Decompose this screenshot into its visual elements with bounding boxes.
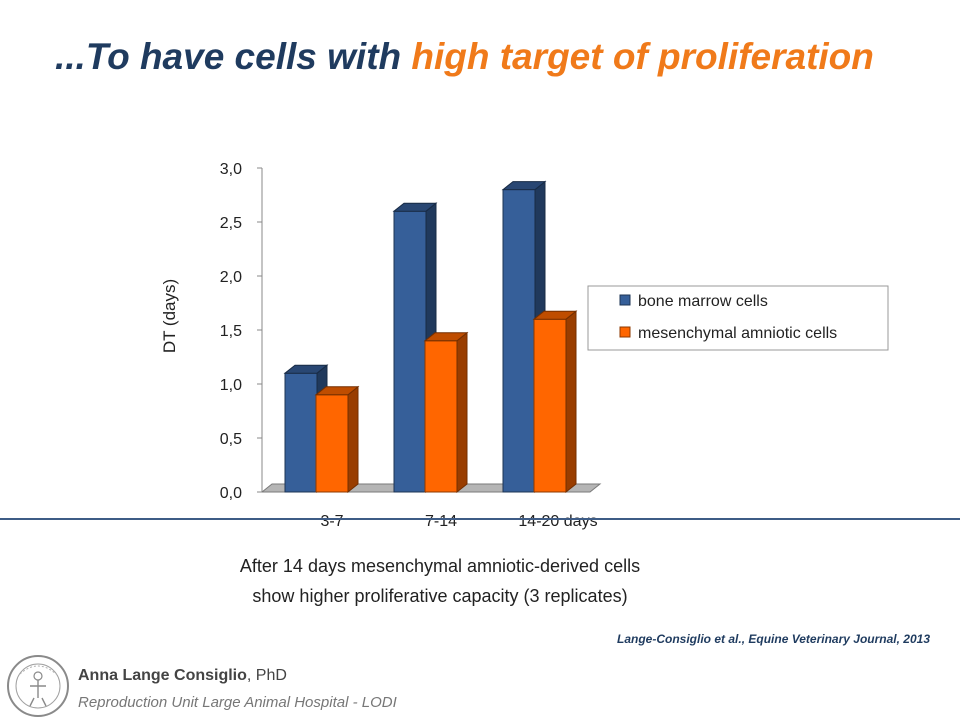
- legend-entry: bone marrow cells: [638, 293, 768, 310]
- affiliation: Reproduction Unit Large Animal Hospital …: [78, 694, 397, 711]
- author-degree: , PhD: [246, 667, 287, 684]
- author-name: Anna Lange Consiglio: [78, 667, 247, 684]
- y-tick-label: 2,0: [220, 269, 242, 286]
- university-seal-logo: [7, 655, 69, 717]
- author: Anna Lange Consiglio, PhD: [78, 667, 287, 685]
- bar-side: [347, 385, 359, 494]
- caption-line-1: After 14 days mesenchymal amniotic-deriv…: [239, 556, 641, 576]
- separator-line: [0, 518, 960, 520]
- bar-top: [283, 364, 329, 374]
- legend-swatch: [619, 294, 631, 306]
- bar: [533, 318, 567, 493]
- legend-box: [587, 285, 889, 351]
- bar-side: [565, 310, 577, 494]
- y-tick-label: 2,5: [220, 215, 242, 232]
- bar-top: [501, 181, 547, 191]
- y-tick-label: 0,0: [220, 485, 242, 502]
- bar-top: [423, 332, 469, 342]
- bar: [393, 210, 427, 493]
- x-tick-label: 14-20 days: [518, 513, 597, 530]
- slide-title: ...To have cells with high target of pro…: [55, 36, 874, 78]
- bar: [315, 394, 349, 493]
- bar: [284, 372, 318, 493]
- x-tick-label: 3-7: [320, 513, 343, 530]
- bar: [502, 189, 536, 493]
- citation: Lange-Consiglio et al., Equine Veterinar…: [617, 632, 930, 646]
- y-tick-label: 0,5: [220, 431, 242, 448]
- legend-entry: mesenchymal amniotic cells: [638, 325, 837, 342]
- y-axis-label: DT (days): [160, 279, 179, 353]
- bar-chart: 0,0 0,5 1,0 1,5 2,0 2,5 3,0 DT (days) 3-7 7-14 14-…: [160, 161, 889, 530]
- title-part-1: ...To have cells with: [55, 36, 412, 77]
- legend-swatch: [619, 326, 631, 338]
- y-tick-label: 1,5: [220, 323, 242, 340]
- bar-top: [532, 310, 578, 320]
- bar: [424, 340, 458, 493]
- bar-top: [392, 202, 438, 212]
- y-tick-label: 1,0: [220, 377, 242, 394]
- bar-top: [314, 386, 360, 396]
- caption-line-2: show higher proliferative capacity (3 re…: [252, 586, 628, 606]
- y-tick-label: 3,0: [220, 161, 242, 178]
- x-tick-label: 7-14: [425, 513, 457, 530]
- bar-side: [456, 331, 468, 494]
- title-part-2: high target of proliferation: [411, 36, 874, 77]
